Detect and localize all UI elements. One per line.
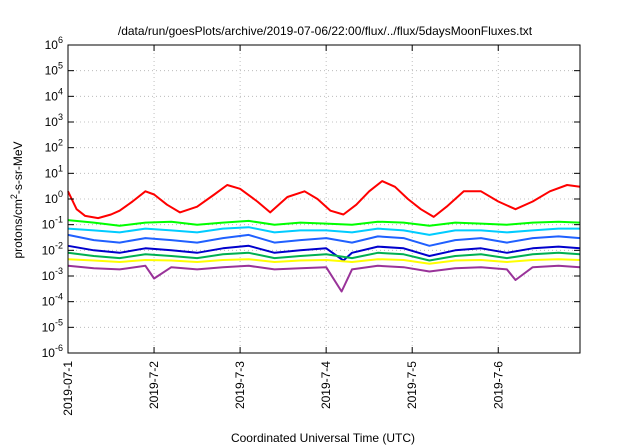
series-line-3 [67,226,580,236]
chart-title: /data/run/goesPlots/archive/2019-07-06/2… [118,24,533,38]
x-tick-label: 2019-7-2 [147,361,161,409]
series-line-1 [67,180,581,220]
y-tick-label: 10-1 [42,215,63,232]
y-tick-label: 10-5 [42,317,63,334]
y-tick-label: 100 [45,189,63,206]
series-lines [67,180,581,293]
x-tick-label: 2019-7-5 [405,361,419,409]
x-axis-ticks: 2019-07-1 2019-7-2 2019-7-3 2019-7-4 2019-7-… [61,45,505,416]
y-tick-label: 104 [45,86,63,103]
series-line-7 [67,258,581,265]
series-line-4 [67,233,581,247]
y-tick-label: 10-3 [42,266,63,283]
grid-lines [68,45,580,353]
y-tick-label: 10-2 [42,240,63,257]
x-tick-label: 2019-7-3 [233,361,247,409]
y-tick-label: 10-6 [42,343,63,360]
y-axis-label-unit: -s-sr-MeV [11,141,25,194]
y-axis-label: protons/cm2-s-sr-MeV [9,141,25,258]
series-line-8 [67,264,581,293]
x-tick-label: 2019-07-1 [61,361,75,416]
y-axis-label-superscript: 2 [9,194,19,199]
x-tick-label: 2019-7-6 [491,361,505,409]
series-line-6 [67,251,581,262]
series-line-2 [67,219,581,227]
y-axis-label-base: protons/cm [11,199,25,258]
y-axis-ticks: 10-6 10-5 10-4 10-3 10-2 10-1 100 101 102 103 104 1… [42,35,580,360]
x-axis-label: Coordinated Universal Time (UTC) [231,431,415,445]
y-tick-label: 106 [45,35,63,52]
series-line-5 [67,244,581,262]
y-tick-label: 105 [45,61,63,78]
y-tick-label: 101 [45,163,63,180]
y-tick-label: 102 [45,138,63,155]
y-tick-label: 103 [45,112,63,129]
y-tick-label: 10-4 [42,292,63,309]
x-tick-label: 2019-7-4 [319,361,333,409]
